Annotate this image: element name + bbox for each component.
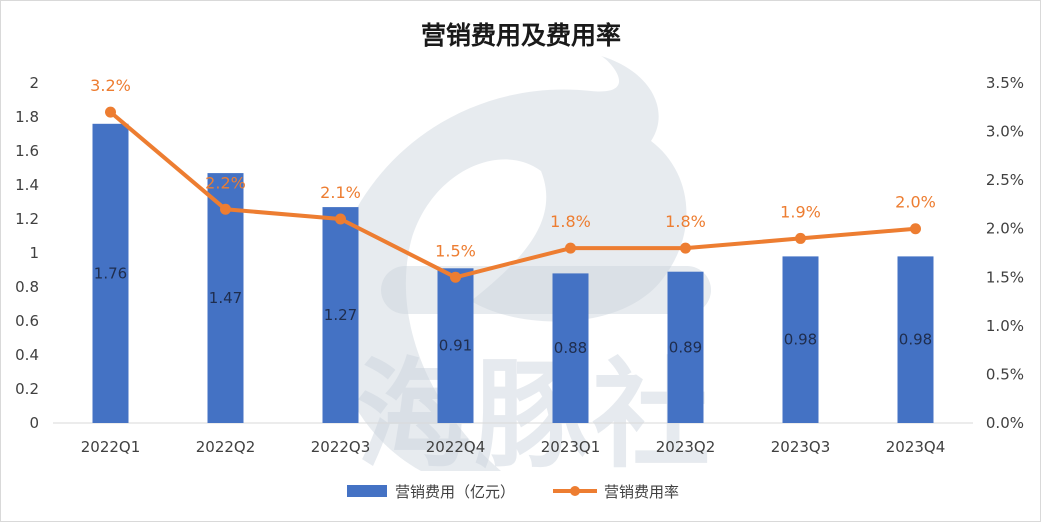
line-data-label: 1.5% bbox=[435, 241, 476, 260]
right-axis-tick-label: 3.0% bbox=[986, 123, 1024, 141]
line-data-labels: 3.2% 2.2% 2.1% 1.5% 1.8% 1.8% 1.9% 2.0% bbox=[90, 76, 936, 260]
right-axis-tick-label: 1.5% bbox=[986, 268, 1024, 286]
line-point bbox=[910, 223, 921, 235]
left-axis-tick-label: 0.8 bbox=[15, 278, 39, 296]
left-axis-tick-label: 1.2 bbox=[15, 210, 39, 228]
left-axis-tick-label: 0.4 bbox=[15, 346, 39, 364]
bar-data-label: 1.47 bbox=[209, 289, 242, 307]
x-axis-tick-label: 2022Q2 bbox=[196, 438, 256, 456]
bar bbox=[667, 271, 704, 423]
bar bbox=[92, 123, 129, 424]
left-axis-tick-label: 1.6 bbox=[15, 142, 39, 160]
line-data-label: 1.8% bbox=[550, 212, 591, 231]
x-axis-tick-label: 2023Q2 bbox=[656, 438, 716, 456]
x-axis-tick-label: 2022Q1 bbox=[81, 438, 141, 456]
left-axis-tick-label: 1 bbox=[29, 244, 39, 262]
right-axis-tick-label: 3.5% bbox=[986, 74, 1024, 92]
bar-data-label: 0.98 bbox=[899, 331, 932, 349]
bar bbox=[897, 256, 934, 423]
legend-line-marker bbox=[570, 486, 580, 496]
line-data-label: 3.2% bbox=[90, 76, 131, 95]
right-axis-tick-label: 1.0% bbox=[986, 317, 1024, 335]
right-axis-ticks: 0.0% 0.5% 1.0% 1.5% 2.0% 2.5% 3.0% 3.5% bbox=[986, 74, 1024, 432]
bar bbox=[552, 273, 589, 423]
line-data-label: 2.2% bbox=[205, 173, 246, 192]
line-point bbox=[795, 232, 806, 244]
bar-data-label: 1.76 bbox=[94, 264, 127, 282]
x-axis-ticks: 2022Q1 2022Q2 2022Q3 2022Q4 2023Q1 2023Q2 2023… bbox=[81, 438, 946, 456]
left-axis-ticks: 0 0.2 0.4 0.6 0.8 1 1.2 1.4 1.6 1.8 2 bbox=[15, 74, 39, 432]
legend-line-label: 营销费用率 bbox=[604, 483, 679, 501]
left-axis-tick-label: 2 bbox=[29, 74, 39, 92]
left-axis-tick-label: 0.2 bbox=[15, 380, 39, 398]
bar-data-labels: 1.76 1.47 1.27 0.91 0.88 0.89 0.98 0.98 bbox=[94, 264, 932, 357]
right-axis-tick-label: 2.0% bbox=[986, 220, 1024, 238]
line-point bbox=[220, 203, 231, 215]
bar-series bbox=[92, 123, 934, 424]
bar-data-label: 0.89 bbox=[669, 338, 702, 356]
x-axis-tick-label: 2022Q3 bbox=[311, 438, 371, 456]
bar-data-label: 0.98 bbox=[784, 331, 817, 349]
line-data-label: 2.1% bbox=[320, 183, 361, 202]
line-point bbox=[105, 106, 116, 118]
line-point bbox=[565, 242, 576, 254]
x-axis-tick-label: 2023Q4 bbox=[886, 438, 946, 456]
right-axis-tick-label: 2.5% bbox=[986, 171, 1024, 189]
left-axis-tick-label: 1.4 bbox=[15, 176, 39, 194]
chart-title: 营销费用及费用率 bbox=[421, 21, 621, 50]
legend-bar-label: 营销费用（亿元） bbox=[395, 483, 515, 501]
legend-bar-swatch bbox=[347, 485, 387, 497]
left-axis-tick-label: 0.6 bbox=[15, 312, 39, 330]
bar bbox=[782, 256, 819, 423]
watermark-logo: 海豚社 bbox=[329, 56, 711, 484]
line-path bbox=[109, 110, 916, 280]
left-axis-tick-label: 1.8 bbox=[15, 108, 39, 126]
bar bbox=[437, 268, 474, 423]
x-axis-tick-label: 2022Q4 bbox=[426, 438, 486, 456]
line-series bbox=[105, 106, 921, 283]
line-data-label: 1.8% bbox=[665, 212, 706, 231]
x-axis-tick-label: 2023Q3 bbox=[771, 438, 831, 456]
right-axis-tick-label: 0.5% bbox=[986, 365, 1024, 383]
line-point bbox=[450, 271, 461, 283]
right-axis-tick-label: 0.0% bbox=[986, 414, 1024, 432]
x-axis-tick-label: 2023Q1 bbox=[541, 438, 601, 456]
legend: 营销费用（亿元） 营销费用率 bbox=[347, 483, 679, 501]
watermark-text: 海豚社 bbox=[356, 346, 710, 484]
line-point bbox=[335, 213, 346, 225]
left-axis-tick-label: 0 bbox=[29, 414, 39, 432]
line-data-label: 1.9% bbox=[780, 202, 821, 221]
line-data-label: 2.0% bbox=[895, 193, 936, 212]
bar-data-label: 0.91 bbox=[439, 337, 472, 355]
bar bbox=[322, 207, 359, 423]
bar-data-label: 1.27 bbox=[324, 306, 357, 324]
bar-data-label: 0.88 bbox=[554, 339, 587, 357]
line-point bbox=[680, 242, 691, 254]
